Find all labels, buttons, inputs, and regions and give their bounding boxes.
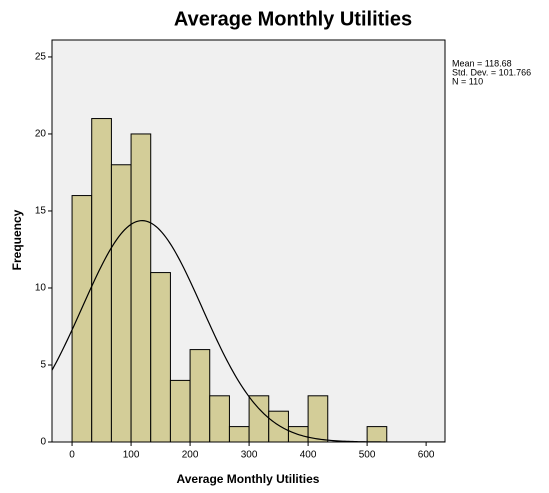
x-tick-label: 0	[69, 450, 75, 461]
bar	[71, 195, 93, 443]
normal-curve	[52, 220, 445, 442]
stat-text: Mean = 118.68	[452, 58, 512, 68]
x-tick-label: 100	[123, 450, 140, 461]
bar	[110, 164, 132, 443]
bar	[150, 272, 171, 443]
y-tick-label: 5	[40, 360, 46, 371]
bar	[209, 395, 230, 443]
ticks: 0 5 10 15 20 25 0 100 200 300 400 500 600	[35, 52, 435, 461]
y-axis-label: Frequency	[10, 209, 24, 270]
y-tick-label: 10	[35, 283, 47, 294]
bar	[268, 410, 289, 443]
y-tick-label: 15	[35, 206, 47, 217]
curve-group	[52, 220, 445, 442]
bar	[189, 349, 211, 443]
y-tick-label: 20	[35, 129, 47, 140]
bar	[169, 379, 191, 443]
bar	[228, 426, 250, 443]
stat-text: N = 110	[452, 76, 483, 86]
bar	[248, 395, 270, 443]
x-tick-label: 200	[182, 450, 199, 461]
x-tick-label: 300	[241, 450, 258, 461]
stat-text: Std. Dev. = 101.766	[452, 67, 531, 77]
chart-title: Average Monthly Utilities	[174, 8, 412, 30]
bars	[71, 118, 388, 443]
bar	[366, 426, 388, 443]
x-tick-label: 500	[359, 450, 376, 461]
bar	[130, 133, 152, 443]
y-tick-label: 0	[40, 437, 46, 448]
x-tick-label: 600	[418, 450, 435, 461]
x-tick-label: 400	[300, 450, 317, 461]
bar	[307, 395, 329, 443]
y-tick-label: 25	[35, 52, 47, 63]
x-axis-label: Average Monthly Utilities	[177, 472, 320, 486]
